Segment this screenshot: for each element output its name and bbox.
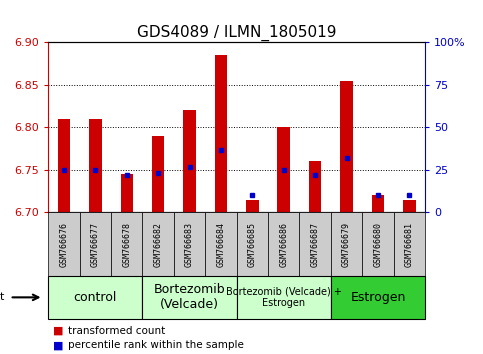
Bar	[362, 212, 394, 276]
Text: GSM766679: GSM766679	[342, 222, 351, 267]
Text: transformed count: transformed count	[68, 326, 165, 336]
Bar	[394, 212, 425, 276]
Bar	[237, 276, 331, 319]
Bar	[48, 276, 142, 319]
Text: GSM766680: GSM766680	[373, 222, 383, 267]
Text: GSM766687: GSM766687	[311, 222, 320, 267]
Bar	[331, 276, 425, 319]
Bar	[142, 276, 237, 319]
Bar	[205, 212, 237, 276]
Text: Bortezomib
(Velcade): Bortezomib (Velcade)	[154, 283, 226, 312]
Bar	[331, 212, 362, 276]
Bar	[277, 127, 290, 212]
Bar	[142, 212, 174, 276]
Bar	[246, 200, 259, 212]
Text: percentile rank within the sample: percentile rank within the sample	[68, 340, 243, 350]
Text: GSM766683: GSM766683	[185, 222, 194, 267]
Bar	[152, 136, 164, 212]
Bar	[80, 212, 111, 276]
Title: GDS4089 / ILMN_1805019: GDS4089 / ILMN_1805019	[137, 25, 337, 41]
Bar	[268, 212, 299, 276]
Text: GSM766686: GSM766686	[279, 222, 288, 267]
Bar	[214, 55, 227, 212]
Bar	[403, 200, 416, 212]
Text: ■: ■	[53, 326, 64, 336]
Text: GSM766681: GSM766681	[405, 222, 414, 267]
Bar	[237, 212, 268, 276]
Text: ■: ■	[53, 340, 64, 350]
Bar	[309, 161, 322, 212]
Text: GSM766682: GSM766682	[154, 222, 163, 267]
Bar	[341, 81, 353, 212]
Text: GSM766685: GSM766685	[248, 222, 257, 267]
Bar	[48, 212, 80, 276]
Bar	[58, 119, 71, 212]
Bar	[121, 174, 133, 212]
Bar	[111, 212, 142, 276]
Text: Bortezomib (Velcade) +
Estrogen: Bortezomib (Velcade) + Estrogen	[226, 286, 341, 308]
Text: control: control	[74, 291, 117, 304]
Bar	[174, 212, 205, 276]
Text: Estrogen: Estrogen	[350, 291, 406, 304]
Bar	[299, 212, 331, 276]
Bar	[89, 119, 102, 212]
Bar	[372, 195, 384, 212]
Text: agent: agent	[0, 292, 5, 302]
Text: GSM766684: GSM766684	[216, 222, 226, 267]
Text: GSM766678: GSM766678	[122, 222, 131, 267]
Bar	[184, 110, 196, 212]
Text: GSM766676: GSM766676	[59, 222, 69, 267]
Text: GSM766677: GSM766677	[91, 222, 100, 267]
